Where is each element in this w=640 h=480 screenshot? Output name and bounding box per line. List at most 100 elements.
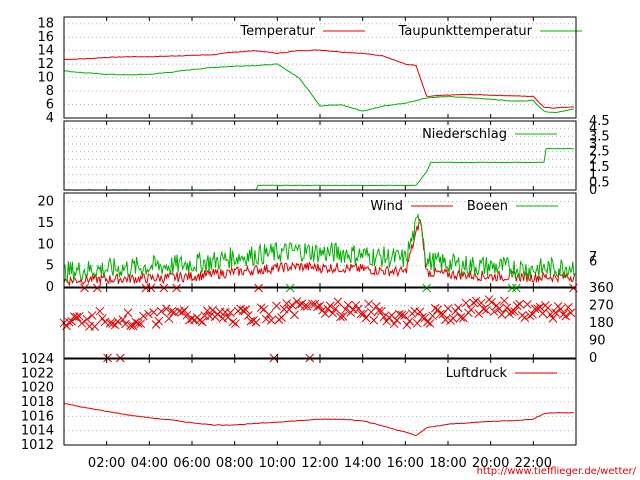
data-point <box>497 310 507 319</box>
y-tick-label: 4.5 <box>589 114 610 129</box>
data-point <box>551 308 560 317</box>
data-point <box>228 317 238 327</box>
data-point <box>90 322 100 331</box>
data-point <box>169 307 179 317</box>
x-tick-label: 06:00 <box>173 456 210 471</box>
data-point <box>313 302 322 312</box>
x-tick-label: 08:00 <box>216 456 253 471</box>
x-tick-label: 20:00 <box>472 456 509 471</box>
x-tick-label: 16:00 <box>387 456 424 471</box>
data-point <box>187 314 197 323</box>
data-point <box>154 316 164 326</box>
y-tick-label: 15 <box>37 216 54 231</box>
data-point <box>67 317 77 326</box>
y-tick-label: 1020 <box>21 381 54 396</box>
data-point <box>482 305 491 315</box>
data-point <box>469 298 478 308</box>
series-line-Boeen <box>63 213 576 284</box>
data-point <box>402 320 412 330</box>
data-point <box>351 300 361 310</box>
data-point <box>548 313 558 323</box>
data-point <box>144 309 153 319</box>
y-tick-label: 10 <box>37 71 54 86</box>
y-tick-label: 12 <box>37 57 54 72</box>
data-point <box>343 300 353 310</box>
data-point <box>520 313 530 322</box>
y-tick-label: 180 <box>589 316 614 331</box>
x-tick-label: 18:00 <box>429 456 466 471</box>
data-point <box>87 311 97 320</box>
data-point <box>331 304 340 314</box>
data-point <box>364 299 373 309</box>
data-point <box>121 319 130 329</box>
data-point <box>535 302 545 312</box>
y-tick-label: 20 <box>37 195 54 210</box>
x-axis: 02:00 04:00 06:00 08:00 10:00 12:00 14:00 16:00… <box>88 456 552 471</box>
data-point <box>525 311 535 321</box>
y-tick-label: 1022 <box>21 366 54 381</box>
y-tick-label: 0 <box>46 280 54 295</box>
data-point <box>108 319 117 328</box>
data-point <box>241 305 251 315</box>
y-tick-label: 4 <box>589 122 597 137</box>
x-tick-label: 02:00 <box>88 456 125 471</box>
y-tick-label: 1018 <box>21 395 54 410</box>
y-tick-label-right: 7 <box>589 250 597 265</box>
data-point <box>494 304 504 314</box>
data-point <box>182 310 192 320</box>
data-point <box>164 314 174 323</box>
data-point <box>149 307 158 317</box>
data-point <box>75 311 84 321</box>
data-point <box>338 312 348 321</box>
data-point <box>423 317 432 327</box>
y-tick-label: 10 <box>37 237 54 252</box>
data-point <box>443 304 453 313</box>
data-point <box>282 299 292 308</box>
data-point <box>100 317 110 327</box>
data-point <box>113 317 123 326</box>
y-tick-label: 0 <box>589 183 597 198</box>
data-point <box>479 304 489 314</box>
data-point <box>563 302 573 312</box>
data-point <box>512 301 522 311</box>
data-point <box>162 304 171 314</box>
legend-label: Wind <box>370 199 403 214</box>
data-point <box>435 309 445 319</box>
data-point <box>315 301 325 311</box>
data-point <box>546 310 555 319</box>
series-line-Taupunkttemperatur <box>63 63 574 114</box>
data-point <box>336 312 345 322</box>
data-point <box>561 311 571 321</box>
y-tick-label: 4 <box>46 111 54 126</box>
x-tick-label: 04:00 <box>131 456 168 471</box>
data-point <box>118 315 128 325</box>
y-tick-label: 1012 <box>21 438 54 453</box>
data-point <box>530 304 540 314</box>
data-point <box>136 319 146 329</box>
data-point <box>489 307 499 317</box>
y-tick-label: 2 <box>589 152 597 167</box>
data-point <box>72 312 82 322</box>
data-point <box>425 319 435 328</box>
data-point <box>264 310 274 319</box>
data-point <box>476 298 486 308</box>
legend-label: Boeen <box>467 199 508 214</box>
data-point <box>261 314 271 324</box>
data-point <box>179 306 189 315</box>
y-tick-label: 6 <box>46 98 54 113</box>
data-point <box>333 297 343 307</box>
data-point <box>139 311 148 321</box>
y-tick-label-right: 6 <box>589 254 597 269</box>
data-point <box>177 307 187 317</box>
panel-2: 0 5 10 15 20 67 Wind Boeen <box>37 192 597 295</box>
data-point <box>405 316 414 326</box>
x-tick-label: 12:00 <box>301 456 338 471</box>
data-point <box>510 306 519 316</box>
data-point <box>256 303 266 313</box>
data-point <box>507 307 517 317</box>
data-point <box>208 305 217 315</box>
y-tick-label: 360 <box>589 281 614 296</box>
data-point <box>231 319 240 328</box>
series-line-Luftdruck <box>63 403 574 437</box>
